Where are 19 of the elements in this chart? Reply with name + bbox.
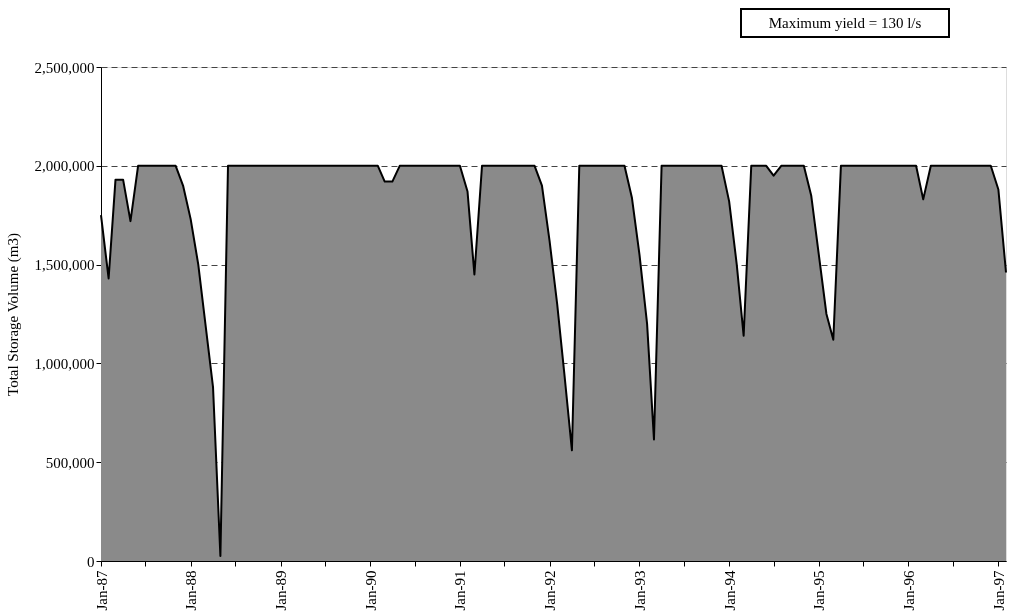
x-tick-label: Jan-95 xyxy=(811,570,828,611)
y-tick-label: 2,500,000 xyxy=(34,59,95,76)
text: Maximum yield = 130 l/s xyxy=(768,15,922,31)
x-tick-label: Jan-93 xyxy=(631,570,648,611)
x-tick-label: Jan-91 xyxy=(452,570,469,611)
x-tick-label: Jan-87 xyxy=(93,570,110,611)
y-axis-title: Total Storage Volume (m3) xyxy=(4,233,22,396)
y-tick-label: 500,000 xyxy=(45,454,95,471)
y-tick-label: 1,500,000 xyxy=(34,257,95,274)
x-tick-label: Jan-97 xyxy=(990,570,1007,611)
x-tick-label: Jan-96 xyxy=(900,570,917,611)
x-tick-label: Jan-94 xyxy=(721,570,738,611)
x-tick-label: Jan-89 xyxy=(273,570,290,611)
y-tick-label: 2,000,000 xyxy=(34,158,95,175)
y-tick-label: 1,000,000 xyxy=(34,355,95,372)
x-tick-label: Jan-90 xyxy=(362,570,379,611)
x-tick-label: Jan-92 xyxy=(542,570,559,611)
x-tick-label: Jan-88 xyxy=(183,570,200,611)
y-tick-label: 0 xyxy=(87,553,95,570)
